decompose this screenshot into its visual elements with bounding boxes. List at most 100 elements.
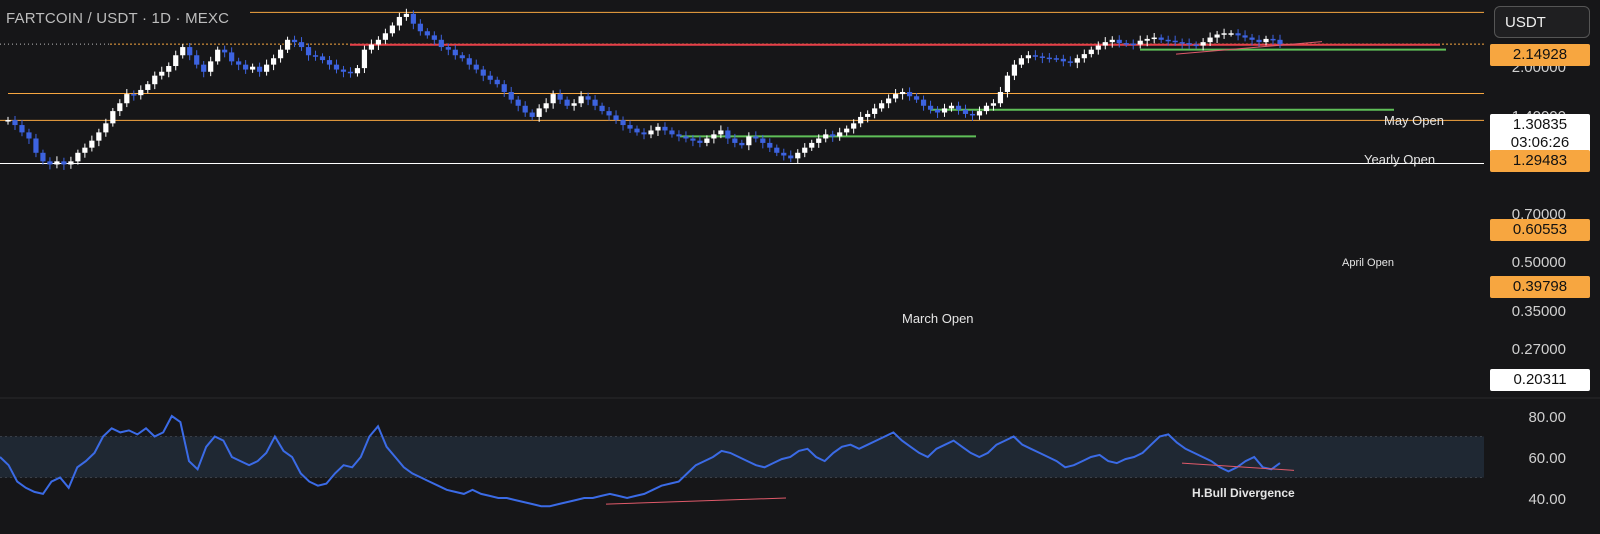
candle-body <box>319 56 326 61</box>
candle-body <box>494 79 500 85</box>
rsi-tick: 60.00 <box>1528 450 1566 467</box>
candle-body <box>844 128 850 133</box>
price-tick: 0.70000 <box>1511 206 1566 223</box>
candle-body <box>913 96 920 100</box>
candle-body <box>634 128 640 133</box>
candle-body <box>1242 35 1248 38</box>
price-tick: 0.27000 <box>1511 341 1566 358</box>
candle-layer <box>5 8 1283 170</box>
rsi-band <box>0 436 1484 478</box>
candle-body <box>187 47 193 56</box>
candle-body <box>145 84 151 90</box>
candle-body <box>40 152 46 162</box>
candle-body <box>858 116 864 124</box>
candle-body <box>1025 55 1031 59</box>
candle-body <box>270 58 277 65</box>
candle-body <box>781 152 787 156</box>
candle-body <box>662 126 668 131</box>
candle-body <box>110 111 116 124</box>
chart-title: FARTCOIN / USDT · 1D · MEXC <box>6 10 230 27</box>
candle-body <box>962 109 969 114</box>
candle-body <box>215 49 221 62</box>
candle-body <box>620 120 626 126</box>
candle-body <box>976 111 983 116</box>
candle-body <box>578 96 584 104</box>
candle-body <box>788 155 794 159</box>
candle-body <box>1172 40 1178 43</box>
candle-body <box>934 109 941 113</box>
price-tick: 0.35000 <box>1511 303 1566 320</box>
currency-button[interactable]: USDT <box>1494 6 1590 38</box>
candle-body <box>606 111 612 116</box>
candle-body <box>585 96 591 100</box>
candle-body <box>480 69 486 76</box>
candle-body <box>459 55 465 59</box>
candle-body <box>312 55 319 57</box>
candle-body <box>564 99 570 106</box>
candle-body <box>417 23 423 32</box>
candle-body <box>68 161 74 165</box>
candle-body <box>236 61 242 65</box>
candle-body <box>529 112 535 117</box>
candle-body <box>669 130 675 135</box>
candle-body <box>809 142 815 148</box>
candle-body <box>124 94 130 104</box>
candle-body <box>571 103 577 106</box>
candle-body <box>941 108 948 113</box>
candle-body <box>82 147 88 153</box>
candle-body <box>12 120 18 126</box>
candle-body <box>445 47 451 50</box>
candle-body <box>655 126 661 131</box>
candle-body <box>501 84 507 92</box>
candle-body <box>1039 56 1045 58</box>
candle-body <box>284 39 291 50</box>
candle-body <box>1193 44 1199 47</box>
candle-body <box>753 136 759 139</box>
candle-body <box>1046 57 1052 60</box>
candle-body <box>1004 75 1011 92</box>
candle-body <box>830 134 836 137</box>
candle-body <box>33 138 39 153</box>
candle-body <box>117 103 123 112</box>
candle-body <box>948 105 955 109</box>
candle-body <box>1116 39 1122 44</box>
candle-body <box>641 132 647 135</box>
candle-body <box>159 71 165 76</box>
candle-body <box>452 49 458 56</box>
candle-body <box>410 13 416 24</box>
candle-body <box>194 55 200 65</box>
candle-body <box>19 125 25 133</box>
candle-body <box>180 47 186 56</box>
candle-body <box>648 130 654 135</box>
candle-body <box>983 105 990 112</box>
candle-body <box>697 140 703 143</box>
candle-body <box>557 94 563 100</box>
candle-body <box>305 47 312 56</box>
candle-body <box>613 115 619 121</box>
candle-body <box>431 35 437 40</box>
candle-timer: 03:06:26 <box>1510 134 1570 151</box>
candle-body <box>676 134 682 137</box>
candle-body <box>1074 58 1080 63</box>
candle-body <box>1109 39 1115 43</box>
candle-body <box>1018 58 1025 65</box>
candle-body <box>396 16 402 26</box>
candle-body <box>173 55 179 67</box>
candle-body <box>333 64 340 70</box>
candle-body <box>403 13 409 17</box>
candle-body <box>1235 33 1241 36</box>
candle-body <box>1221 33 1227 35</box>
rsi-divergence-line <box>605 497 787 505</box>
candle-body <box>361 49 368 69</box>
candle-body <box>1207 37 1213 43</box>
candle-body <box>837 132 843 137</box>
candle-body <box>522 105 528 113</box>
candle-body <box>473 64 479 70</box>
last-price-tag: 1.30835 03:06:26 <box>1490 114 1590 154</box>
candle-body <box>1060 58 1066 62</box>
candle-body <box>1165 39 1171 42</box>
candle-body <box>990 103 997 106</box>
candle-body <box>277 49 284 59</box>
candle-body <box>886 98 892 104</box>
